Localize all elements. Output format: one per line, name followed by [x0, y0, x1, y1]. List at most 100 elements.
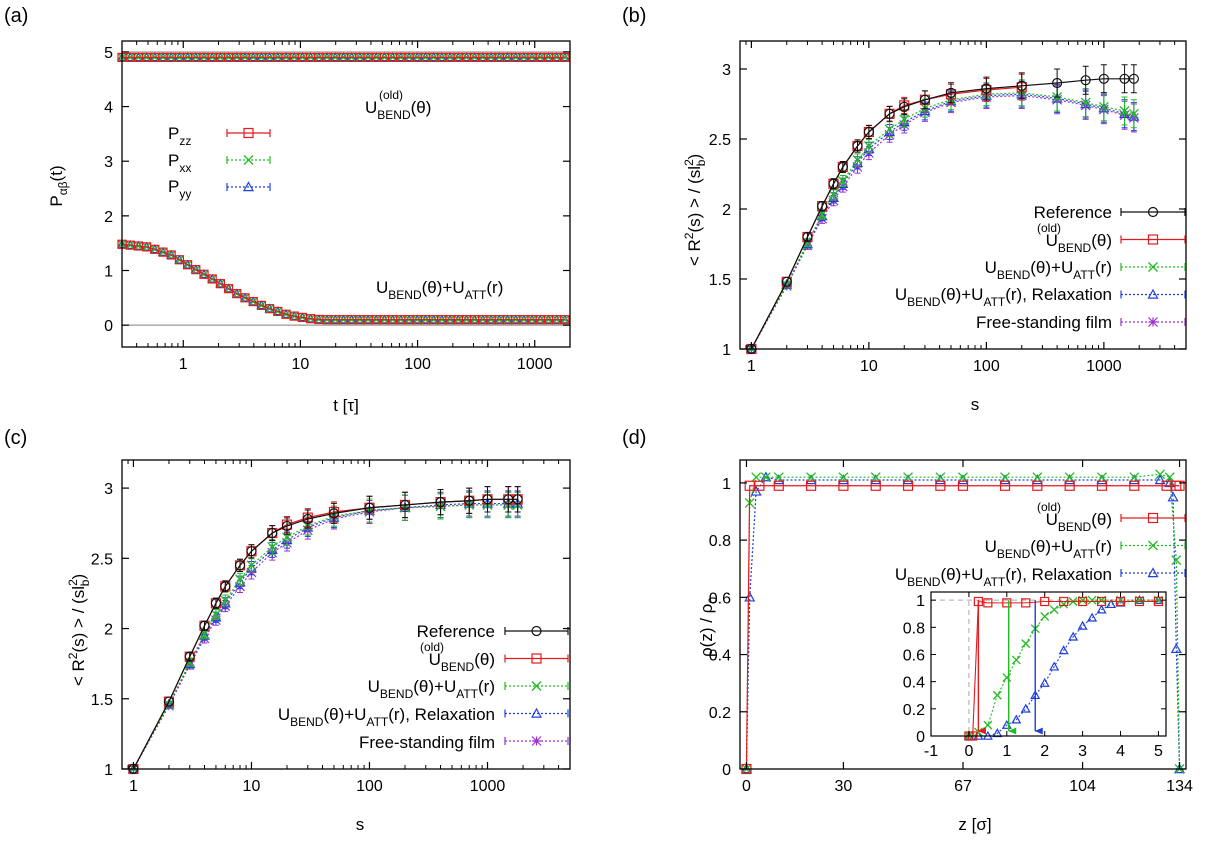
- y-tick-label-b: 3: [722, 62, 731, 79]
- legend-marker-c: [531, 625, 542, 637]
- data-point-b: [1080, 97, 1091, 108]
- legend-cap-a: [226, 129, 271, 137]
- inset-data-point: [1058, 645, 1069, 655]
- data-point-c: [302, 513, 313, 525]
- x-tick-label-c: 1: [129, 778, 138, 795]
- legend-b-old-sup: (old): [1037, 221, 1061, 235]
- ylabel-a: Pαβ(t): [47, 165, 70, 206]
- legend-c-att: UBEND(θ)+UATT(r): [368, 677, 495, 701]
- inset-y-tick-label: 1: [916, 593, 925, 610]
- error-bar-c: [283, 517, 290, 535]
- data-point-c: [364, 502, 375, 513]
- data-point-b: [1128, 108, 1139, 119]
- annotation-att-a: UBEND(θ)+UATT(r): [376, 278, 503, 302]
- panel-label-d: (d): [622, 427, 646, 449]
- curve-point-a: [183, 260, 193, 270]
- x-tick-label-d: 134: [1166, 778, 1193, 795]
- legend-cap-b: [1120, 318, 1186, 326]
- panel-label-c: (c): [4, 427, 27, 449]
- data-point-b: [817, 201, 828, 212]
- data-point-c: [234, 560, 246, 571]
- inset-y-tick-label: 0.6: [903, 647, 925, 664]
- inset-d: -1 0 1 2 3 4 500.20.40.60.81: [903, 591, 1167, 760]
- x-tick-label-a: 10: [292, 356, 310, 373]
- legend-label-pzz: Pzz: [168, 124, 191, 148]
- data-point-c: [512, 494, 523, 505]
- inset-series-line: [968, 599, 1159, 737]
- inset-background: [931, 592, 1166, 736]
- x-tick-label-a: 1000: [517, 356, 553, 373]
- data-point-b: [1052, 77, 1063, 89]
- data-point-d: [1129, 480, 1140, 491]
- data-point-b: [945, 87, 957, 98]
- error-bar-b: [830, 178, 837, 190]
- inset-data-point: [1020, 703, 1031, 713]
- data-point-b: [1119, 106, 1130, 116]
- inset-data-point: [1049, 605, 1059, 615]
- data-point-d: [1167, 491, 1179, 502]
- data-point-b: [899, 101, 910, 112]
- y-tick-label-b: 1: [722, 342, 731, 359]
- inset-y-tick-label: 0.4: [903, 675, 925, 692]
- data-point-d: [1129, 472, 1140, 483]
- data-point-c: [328, 508, 340, 519]
- legend-cap-b: [1120, 263, 1186, 271]
- curve-point-a: [560, 315, 570, 325]
- inset-data-point: [1011, 655, 1021, 665]
- data-point-b: [781, 276, 792, 287]
- y-tick-label-d: 0.8: [709, 533, 731, 550]
- legend-label-pyy: Pyy: [168, 177, 191, 201]
- inset-x-tick-label: 2: [1040, 743, 1049, 760]
- data-point-d: [760, 472, 771, 483]
- legend-b-reference: Reference: [1034, 203, 1112, 222]
- data-point-b: [884, 108, 895, 119]
- curve-point-a: [174, 254, 185, 264]
- data-point-b: [1128, 73, 1139, 84]
- xlabel-b: s: [971, 395, 980, 414]
- data-point-c: [163, 696, 175, 707]
- legend-marker-b: [1147, 288, 1159, 299]
- y-tick-label-c: 1.5: [91, 692, 113, 709]
- plot-area-a: 1 10 100 1000 0 1 2 3 4 5: [104, 40, 571, 373]
- legend-cap-c: [504, 682, 569, 690]
- inset-y-tick-label: 0.2: [903, 702, 925, 719]
- inset-data-point: [1115, 596, 1126, 607]
- legend-d-old: UBEND(θ): [1046, 510, 1112, 534]
- inset-data-point: [1021, 639, 1031, 649]
- legend-marker-c: [531, 736, 542, 746]
- data-point-d: [1164, 472, 1175, 483]
- data-point-c: [482, 494, 493, 505]
- axes-frame-c: [121, 459, 571, 770]
- data-point-b: [828, 190, 839, 200]
- data-point-d: [935, 472, 946, 483]
- legend-cap-d: [1120, 569, 1186, 577]
- inset-data-point: [1021, 598, 1031, 608]
- curve-point-a: [198, 269, 210, 279]
- legend-marker-c: [531, 653, 542, 664]
- y-tick-label-d: 0.2: [709, 705, 731, 722]
- legend-c-relax: UBEND(θ)+UATT(r), Relaxation: [278, 705, 495, 729]
- legend-cap-d: [1120, 541, 1186, 550]
- y-tick-label-d: 0: [722, 762, 731, 779]
- legend-marker-a: [242, 181, 255, 192]
- data-point-b: [1080, 75, 1091, 86]
- data-point-d: [1161, 480, 1172, 491]
- data-point-d: [1032, 480, 1043, 491]
- plot-area-c: 1 10 100 1000 1 1.5 2 2.5 3: [91, 459, 571, 795]
- inset-data-point: [1087, 612, 1098, 622]
- legend-marker-b: [1148, 317, 1158, 327]
- data-point-c: [163, 698, 175, 709]
- inset-data-point: [1096, 604, 1107, 614]
- data-point-c: [184, 657, 195, 668]
- panel-d: (d) ρ(z) / ρ0 z [σ] 0 30 67 104 13400.20.40.…: [622, 427, 1193, 834]
- legend-cap-a: [226, 156, 271, 164]
- legend-c-reference: Reference: [417, 622, 495, 641]
- legend-cap-c: [504, 709, 569, 718]
- inset-data-point: [1087, 595, 1097, 605]
- data-point-b: [1098, 101, 1109, 112]
- data-point-d: [750, 485, 762, 496]
- xlabel-a: t [τ]: [333, 396, 359, 415]
- inset-data-point: [1011, 714, 1022, 724]
- y-tick-label-a: 3: [104, 154, 113, 171]
- data-point-b: [837, 161, 848, 173]
